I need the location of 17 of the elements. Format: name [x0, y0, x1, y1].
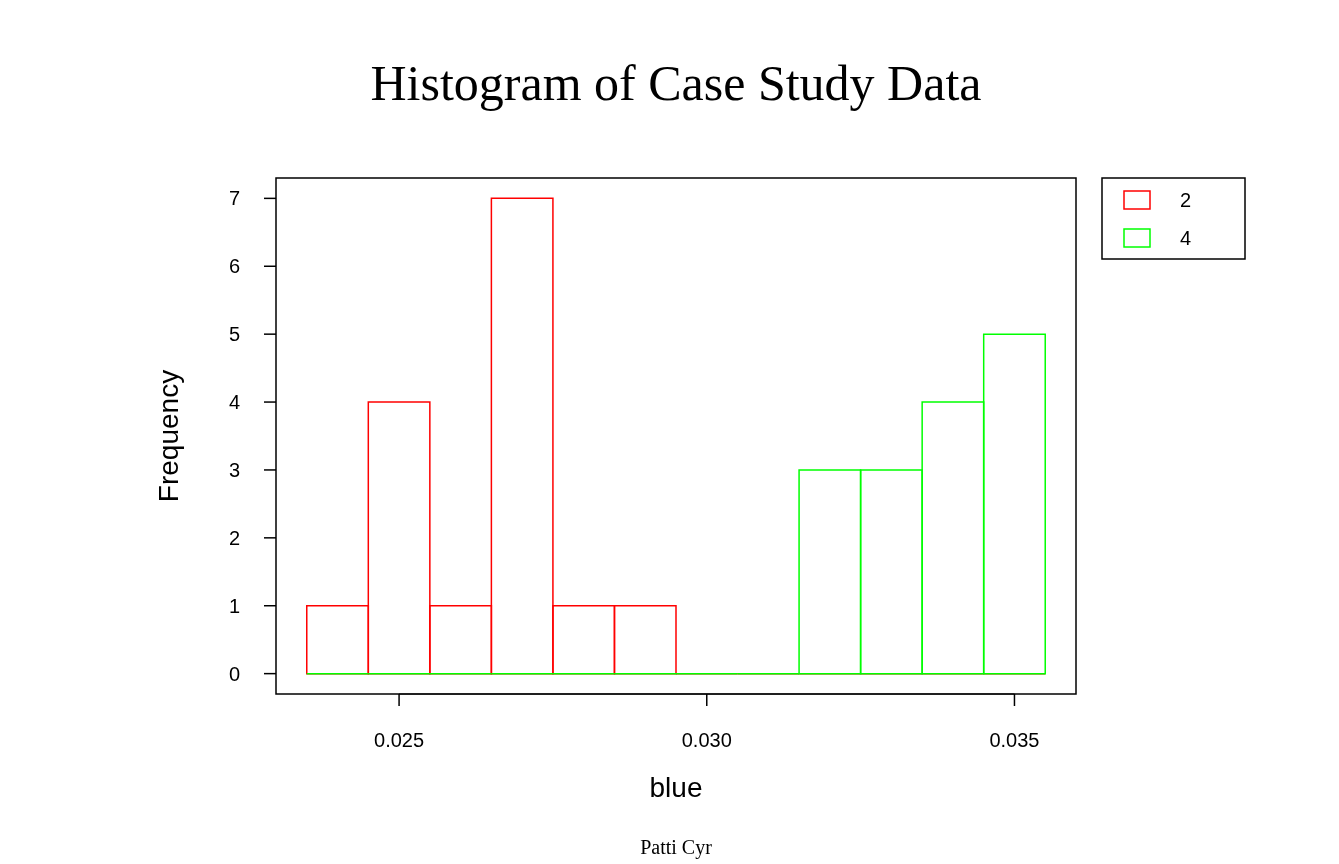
y-tick-label: 0	[228, 662, 240, 685]
y-tick-label: 1	[228, 594, 240, 617]
y-tick-label: 2	[228, 526, 240, 549]
legend-label: 4	[1180, 227, 1192, 249]
x-axis-title: blue	[649, 772, 703, 803]
x-tick-label: 0.030	[681, 729, 732, 751]
x-tick-label: 0.025	[374, 729, 425, 751]
y-tick-label: 4	[228, 391, 240, 414]
chart-title: Histogram of Case Study Data	[370, 55, 982, 111]
y-tick-label: 6	[228, 255, 240, 278]
text: Patti Cyr	[640, 836, 713, 859]
legend-label: 2	[1180, 189, 1192, 211]
x-tick-label: 0.035	[989, 729, 1040, 751]
y-axis-title: Frequency	[153, 369, 184, 503]
y-tick-label: 7	[228, 187, 240, 210]
y-tick-label: 3	[228, 458, 240, 481]
y-tick-label: 5	[228, 323, 240, 346]
